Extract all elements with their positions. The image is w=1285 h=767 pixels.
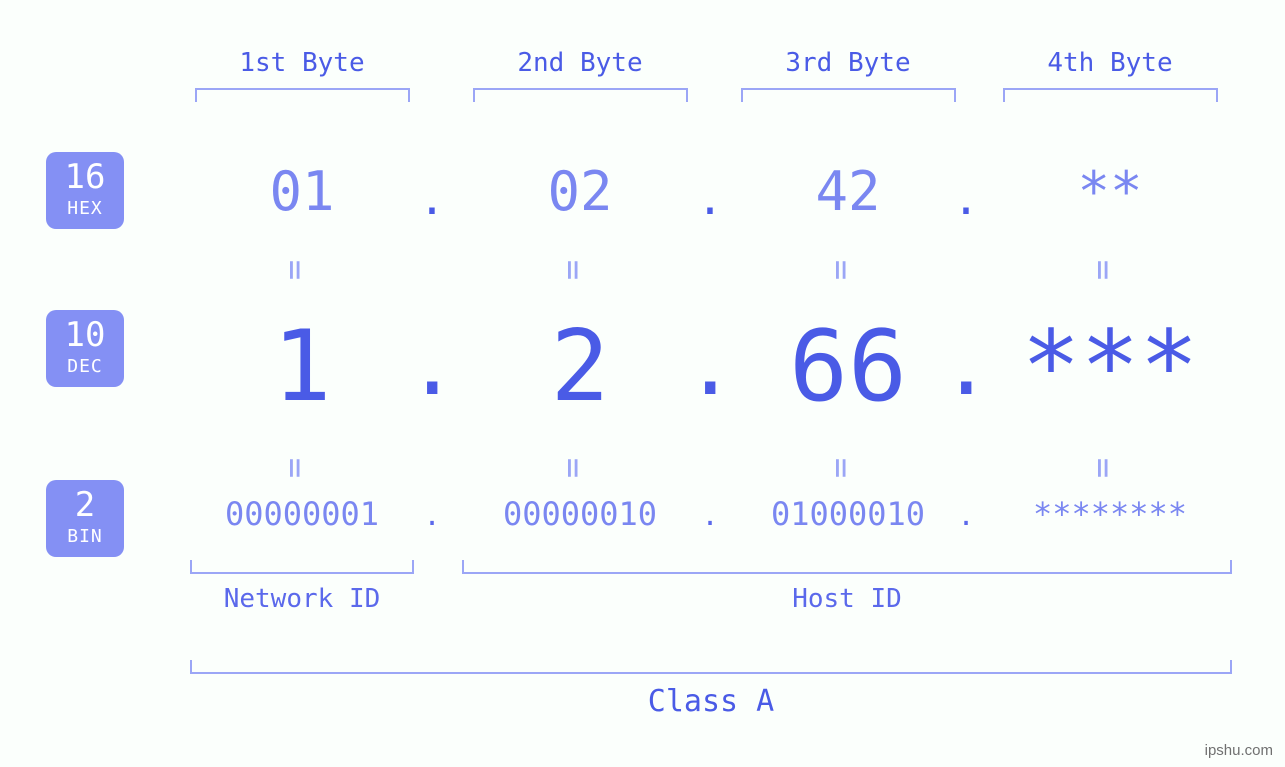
network-id-bracket <box>190 560 414 574</box>
equals-dec-bin-3: = <box>821 458 861 478</box>
bin-dot-2: . <box>695 499 725 532</box>
hex-dot-1: . <box>412 174 452 225</box>
equals-dec-bin-2: = <box>553 458 593 478</box>
bin-byte-1: 00000001 <box>173 495 432 533</box>
equals-dec-bin-1: = <box>275 458 315 478</box>
class-label: Class A <box>190 684 1232 719</box>
badge-bin: 2BIN <box>46 480 124 557</box>
dec-byte-1: 1 <box>165 310 440 424</box>
dec-dot-1: . <box>407 316 457 414</box>
bin-byte-2: 00000010 <box>451 495 710 533</box>
host-id-label: Host ID <box>462 584 1232 614</box>
badge-bin-num: 2 <box>46 488 124 524</box>
byte-bracket-3 <box>741 88 956 102</box>
hex-byte-3: 42 <box>731 160 966 223</box>
badge-dec-num: 10 <box>46 318 124 354</box>
dec-byte-2: 2 <box>443 310 718 424</box>
class-bracket <box>190 660 1232 674</box>
watermark: ipshu.com <box>1205 742 1273 759</box>
equals-hex-dec-4: = <box>1083 260 1123 280</box>
bin-byte-3: 01000010 <box>719 495 978 533</box>
dec-dot-3: . <box>941 316 991 414</box>
badge-hex-label: HEX <box>46 198 124 219</box>
dec-dot-2: . <box>685 316 735 414</box>
equals-hex-dec-2: = <box>553 260 593 280</box>
hex-dot-2: . <box>690 174 730 225</box>
hex-byte-2: 02 <box>463 160 698 223</box>
equals-hex-dec-1: = <box>275 260 315 280</box>
byte-header-4: 4th Byte <box>993 48 1228 78</box>
equals-hex-dec-3: = <box>821 260 861 280</box>
bin-dot-1: . <box>417 499 447 532</box>
byte-bracket-2 <box>473 88 688 102</box>
byte-header-2: 2nd Byte <box>463 48 698 78</box>
bin-dot-3: . <box>951 499 981 532</box>
network-id-label: Network ID <box>190 584 414 614</box>
badge-hex: 16HEX <box>46 152 124 229</box>
badge-dec: 10DEC <box>46 310 124 387</box>
equals-dec-bin-4: = <box>1083 458 1123 478</box>
host-id-bracket <box>462 560 1232 574</box>
hex-dot-3: . <box>946 174 986 225</box>
byte-bracket-1 <box>195 88 410 102</box>
badge-dec-label: DEC <box>46 356 124 377</box>
byte-bracket-4 <box>1003 88 1218 102</box>
byte-header-3: 3rd Byte <box>731 48 966 78</box>
dec-byte-4: *** <box>973 310 1248 424</box>
byte-header-1: 1st Byte <box>185 48 420 78</box>
hex-byte-1: 01 <box>185 160 420 223</box>
badge-hex-num: 16 <box>46 160 124 196</box>
bin-byte-4: ******** <box>981 495 1240 533</box>
hex-byte-4: ** <box>993 160 1228 223</box>
badge-bin-label: BIN <box>46 526 124 547</box>
